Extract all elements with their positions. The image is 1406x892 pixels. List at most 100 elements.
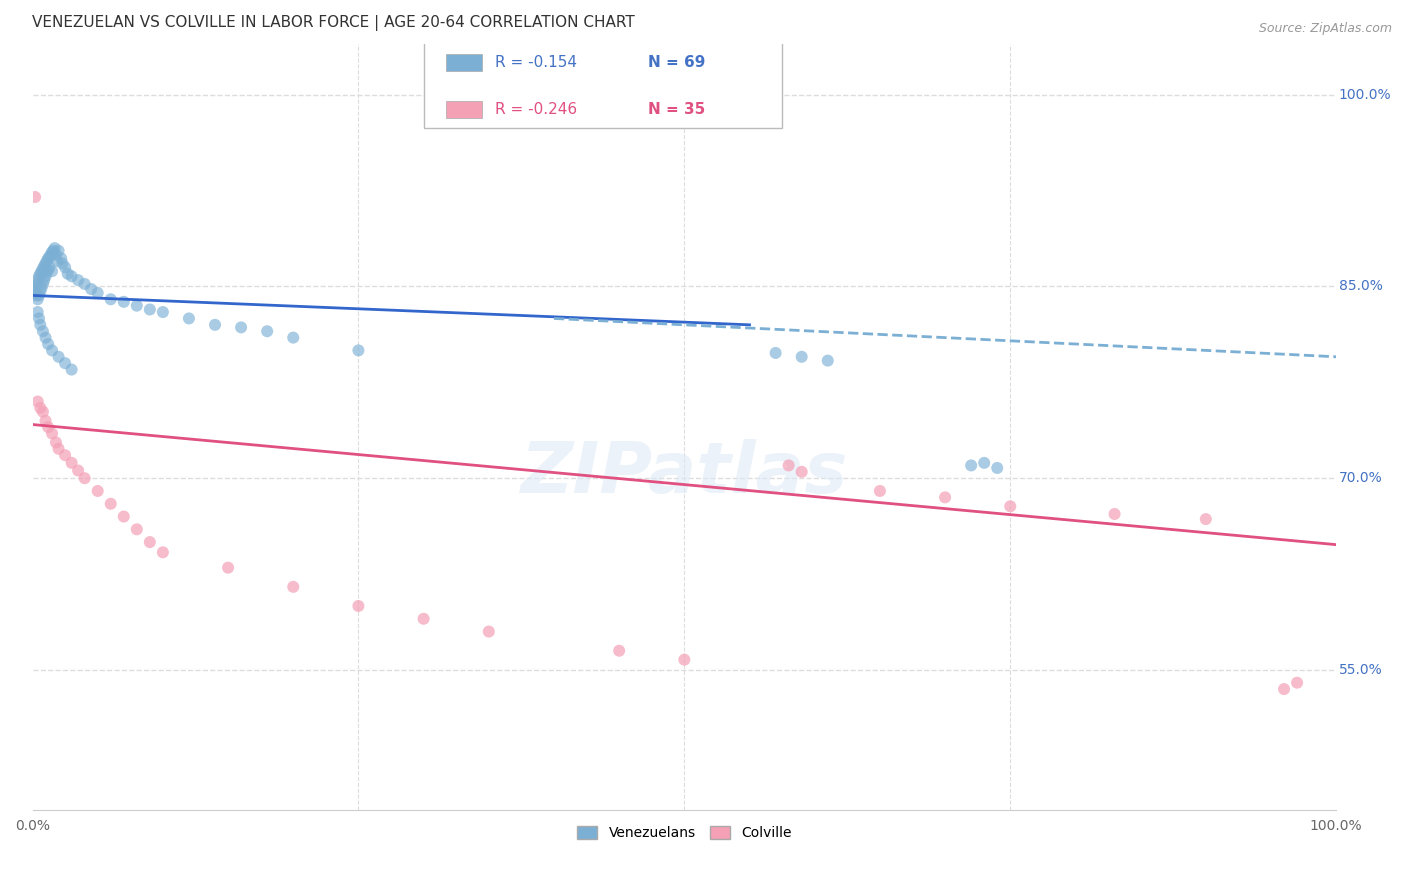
Point	[41, 426, 63, 441]
Point	[41, 244, 63, 259]
Point	[24, 285, 46, 300]
Point	[37, 252, 59, 266]
Point	[778, 458, 800, 473]
Point	[100, 497, 122, 511]
Point	[125, 299, 148, 313]
Point	[256, 324, 278, 338]
Point	[38, 260, 60, 275]
Point	[412, 612, 434, 626]
Point	[44, 241, 66, 255]
Point	[25, 288, 48, 302]
Point	[41, 343, 63, 358]
Point	[86, 285, 108, 300]
Point	[48, 244, 70, 258]
Text: ZIPatlas: ZIPatlas	[520, 439, 848, 508]
Point	[27, 273, 49, 287]
Point	[45, 435, 67, 450]
FancyBboxPatch shape	[446, 54, 482, 70]
Point	[53, 260, 76, 275]
Point	[37, 337, 59, 351]
Point	[32, 277, 55, 291]
Point	[112, 509, 135, 524]
Point	[48, 350, 70, 364]
Point	[986, 461, 1008, 475]
Point	[765, 346, 787, 360]
Text: N = 35: N = 35	[648, 102, 704, 117]
Point	[60, 456, 83, 470]
Point	[28, 311, 51, 326]
Point	[125, 522, 148, 536]
Point	[53, 356, 76, 370]
Point	[347, 599, 370, 613]
Point	[41, 264, 63, 278]
Point	[869, 483, 891, 498]
Point	[22, 282, 45, 296]
Point	[1104, 507, 1126, 521]
Point	[25, 277, 48, 291]
Text: 100.0%: 100.0%	[1339, 87, 1392, 102]
Point	[56, 267, 79, 281]
Point	[38, 250, 60, 264]
Point	[34, 330, 56, 344]
Point	[790, 350, 813, 364]
Text: 85.0%: 85.0%	[1339, 279, 1382, 293]
FancyBboxPatch shape	[423, 32, 782, 128]
Point	[1195, 512, 1218, 526]
Point	[27, 293, 49, 307]
Legend: Venezuelans, Colville: Venezuelans, Colville	[571, 821, 797, 846]
Point	[139, 302, 162, 317]
Point	[1000, 500, 1022, 514]
Point	[73, 471, 96, 485]
Point	[229, 320, 252, 334]
Point	[37, 420, 59, 434]
Point	[790, 465, 813, 479]
Point	[34, 256, 56, 270]
Point	[31, 281, 53, 295]
Point	[112, 294, 135, 309]
Point	[347, 343, 370, 358]
Point	[32, 405, 55, 419]
Point	[607, 644, 630, 658]
Point	[152, 545, 174, 559]
Text: R = -0.246: R = -0.246	[495, 102, 578, 117]
Point	[28, 288, 51, 302]
Point	[34, 269, 56, 284]
Point	[60, 269, 83, 284]
Point	[177, 311, 200, 326]
Point	[53, 448, 76, 462]
Point	[31, 264, 53, 278]
Point	[673, 653, 696, 667]
Point	[30, 401, 52, 415]
Point	[32, 261, 55, 276]
Point	[152, 305, 174, 319]
Point	[24, 279, 46, 293]
Point	[86, 483, 108, 498]
Text: 70.0%: 70.0%	[1339, 471, 1382, 485]
Point	[60, 362, 83, 376]
Point	[478, 624, 501, 639]
Point	[51, 252, 73, 266]
Point	[973, 456, 995, 470]
Point	[100, 293, 122, 307]
Point	[39, 247, 62, 261]
Point	[27, 305, 49, 319]
Point	[1272, 682, 1295, 697]
FancyBboxPatch shape	[446, 101, 482, 118]
Point	[32, 259, 55, 273]
Point	[28, 269, 51, 284]
Point	[960, 458, 983, 473]
Point	[42, 244, 65, 258]
Point	[139, 535, 162, 549]
Point	[73, 277, 96, 291]
Point	[46, 254, 69, 268]
Point	[934, 491, 956, 505]
Text: 55.0%: 55.0%	[1339, 663, 1382, 677]
Point	[35, 254, 58, 268]
Point	[217, 560, 239, 574]
Point	[67, 464, 90, 478]
Text: N = 69: N = 69	[648, 54, 706, 70]
Point	[45, 247, 67, 261]
Text: VENEZUELAN VS COLVILLE IN LABOR FORCE | AGE 20-64 CORRELATION CHART: VENEZUELAN VS COLVILLE IN LABOR FORCE | …	[32, 15, 636, 31]
Point	[34, 414, 56, 428]
Point	[67, 273, 90, 287]
